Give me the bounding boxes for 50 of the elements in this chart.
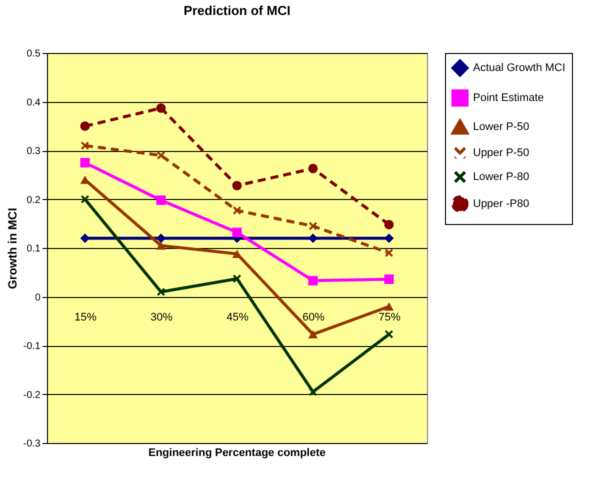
x-tick-label: 75% xyxy=(378,311,401,324)
legend-label: Point Estimate xyxy=(473,92,544,104)
point xyxy=(308,234,318,243)
y-tick-label: -0.2 xyxy=(23,390,41,401)
point xyxy=(232,250,242,258)
legend-label: Upper -P80 xyxy=(473,198,530,210)
point xyxy=(232,228,242,238)
point xyxy=(308,222,318,230)
point xyxy=(232,274,242,284)
point xyxy=(80,234,90,243)
y-tick-label: 0.4 xyxy=(26,97,41,108)
point xyxy=(80,194,90,204)
point xyxy=(156,195,166,205)
point xyxy=(156,151,166,160)
point xyxy=(156,288,166,296)
point xyxy=(384,302,394,311)
legend-label: Lower P-80 xyxy=(473,171,530,183)
y-tick-label: 0.3 xyxy=(26,146,41,157)
legend-label: Upper P-50 xyxy=(473,147,530,159)
point xyxy=(384,234,394,243)
point xyxy=(80,141,90,150)
y-tick-label: -0.1 xyxy=(23,341,41,352)
point xyxy=(232,206,242,215)
x-tick-label: 30% xyxy=(150,311,173,324)
y-tick-label: 0.1 xyxy=(26,244,41,254)
point xyxy=(384,330,394,339)
x-axis-title: Engineering Percentage complete xyxy=(148,447,326,459)
point xyxy=(156,103,166,113)
point xyxy=(80,121,90,131)
legend-label: Lower P-50 xyxy=(473,121,530,133)
legend-label: Actual Growth MCI xyxy=(473,62,566,74)
chart-title: Prediction of MCI xyxy=(184,3,290,18)
point xyxy=(384,274,394,284)
point xyxy=(308,276,318,286)
x-tick-label: 15% xyxy=(74,311,97,324)
y-tick-label: 0.5 xyxy=(26,48,41,60)
point xyxy=(308,164,318,174)
y-tick-label: -0.3 xyxy=(23,438,41,450)
point xyxy=(384,220,394,230)
point xyxy=(156,241,166,250)
y-tick-label: 0.2 xyxy=(26,194,41,206)
point xyxy=(384,248,394,258)
point xyxy=(308,387,318,396)
point xyxy=(232,180,242,190)
point xyxy=(80,158,90,168)
y-axis-title: Growth in MCI xyxy=(5,208,20,290)
y-tick-label: 0 xyxy=(34,292,41,304)
x-tick-label: 45% xyxy=(226,311,249,324)
x-tick-label: 60% xyxy=(302,311,325,324)
point xyxy=(308,330,318,338)
